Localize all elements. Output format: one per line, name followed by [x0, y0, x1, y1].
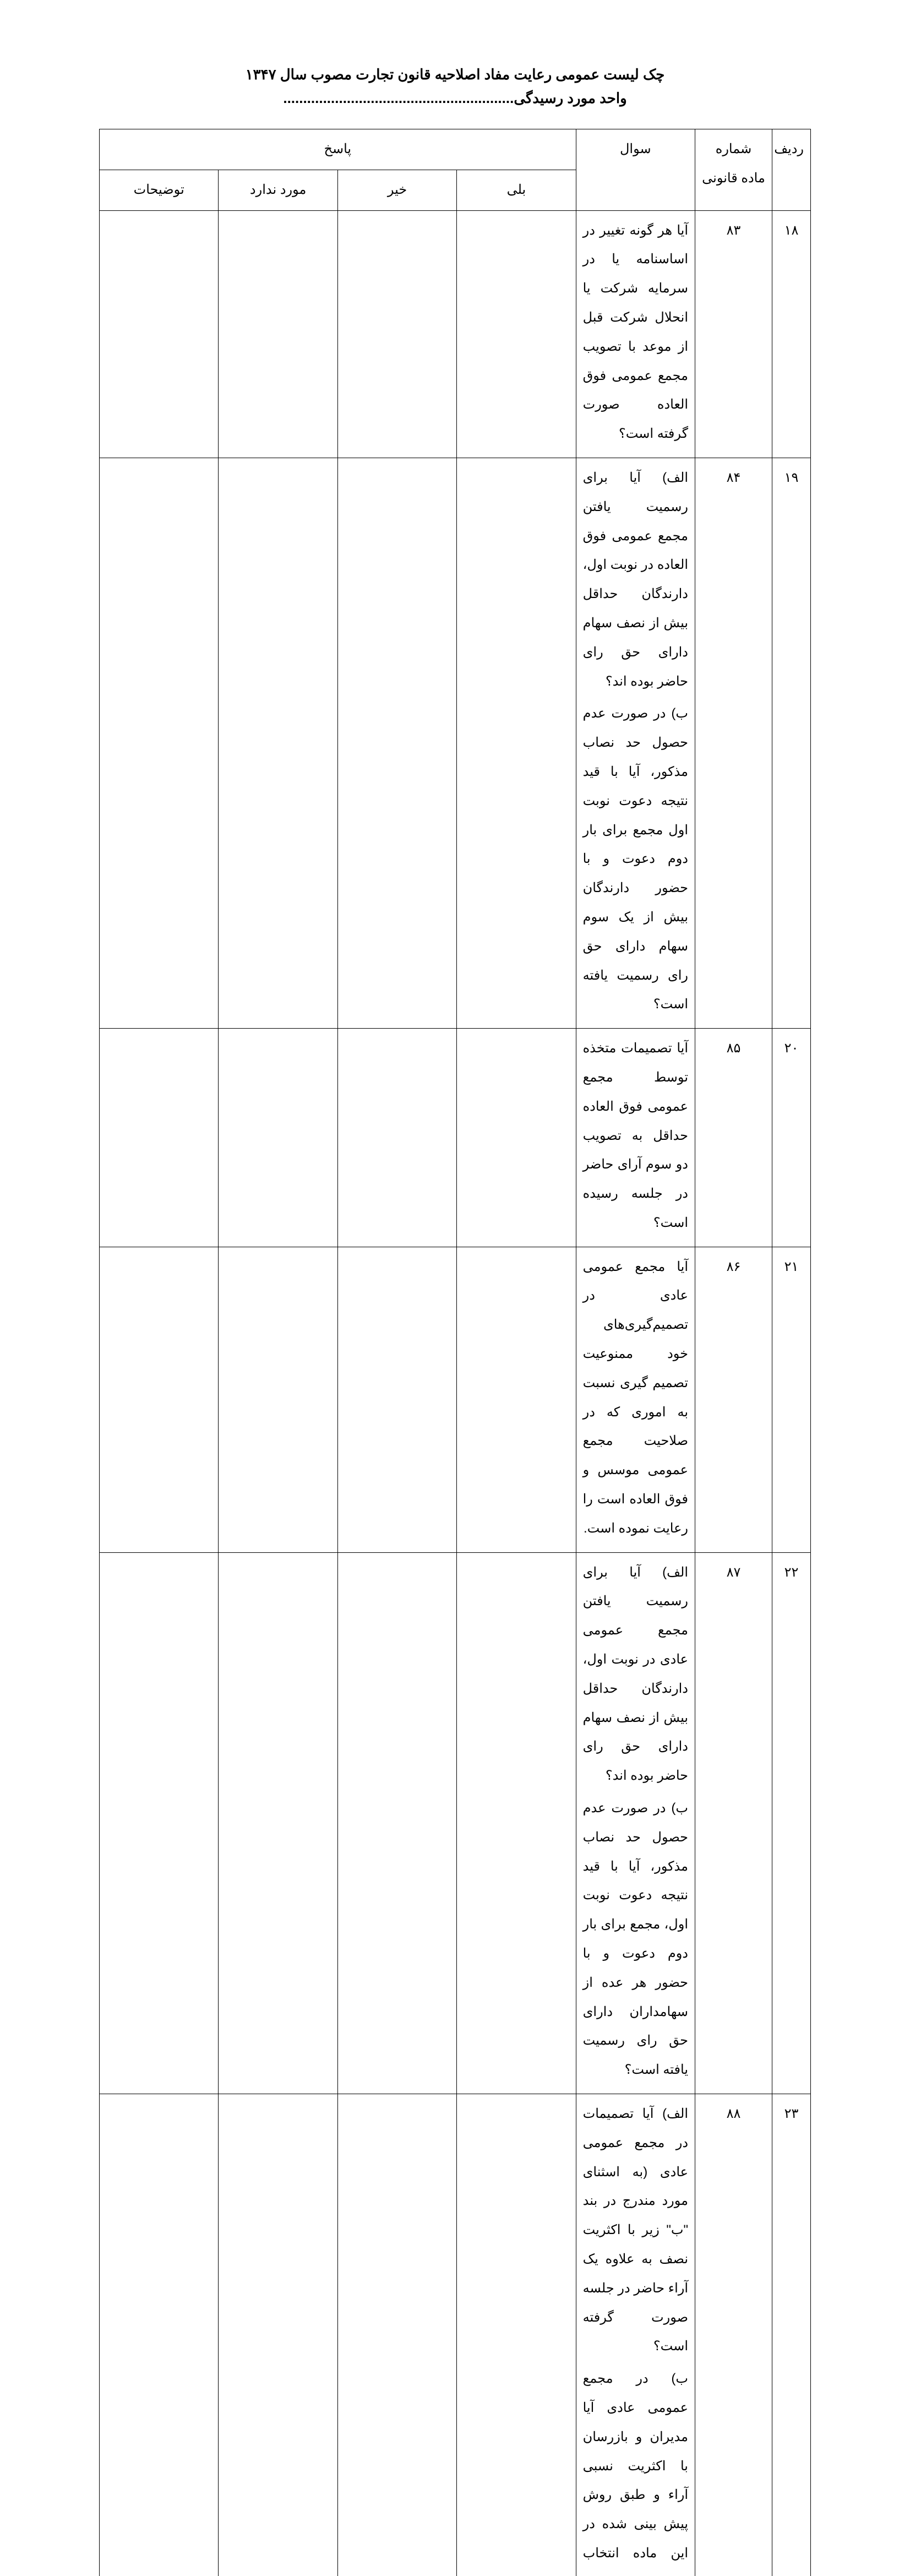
question-cell: الف) آیا تصمیمات در مجمع عمومی عادی (به …: [576, 2094, 695, 2576]
answer-no: [337, 458, 456, 1028]
answer-yes: [457, 458, 576, 1028]
article-number: ۸۴: [695, 458, 772, 1028]
answer-yes: [457, 1552, 576, 2094]
answer-no: [337, 1247, 456, 1552]
answer-na: [219, 458, 337, 1028]
row-number: ۲۲: [772, 1552, 811, 2094]
answer-na: [219, 1029, 337, 1247]
question-cell: آیا هر گونه تغییر در اساسنامه یا در سرما…: [576, 210, 695, 458]
question-cell: آیا تصمیمات متخذه توسط مجمع عمومی فوق ال…: [576, 1029, 695, 1247]
row-number: ۱۹: [772, 458, 811, 1028]
article-number: ۸۵: [695, 1029, 772, 1247]
page-subtitle: واحد مورد رسیدگی........................…: [99, 90, 811, 107]
header-yes: بلی: [457, 170, 576, 210]
answer-notes: [100, 210, 219, 458]
answer-na: [219, 210, 337, 458]
answer-notes: [100, 1029, 219, 1247]
row-number: ۲۰: [772, 1029, 811, 1247]
header-answer: پاسخ: [100, 129, 576, 170]
row-number: ۱۸: [772, 210, 811, 458]
question-text: آیا تصمیمات متخذه توسط مجمع عمومی فوق ال…: [583, 1034, 688, 1238]
page-title: چک لیست عمومی رعایت مفاد اصلاحیه قانون ت…: [99, 66, 811, 83]
answer-yes: [457, 1029, 576, 1247]
question-cell: الف) آیا برای رسمیت یافتن مجمع عمومی فوق…: [576, 458, 695, 1028]
answer-yes: [457, 1247, 576, 1552]
answer-notes: [100, 1552, 219, 2094]
article-number: ۸۳: [695, 210, 772, 458]
question-text: آیا هر گونه تغییر در اساسنامه یا در سرما…: [583, 216, 688, 449]
answer-na: [219, 2094, 337, 2576]
answer-notes: [100, 2094, 219, 2576]
question-text: الف) آیا تصمیمات در مجمع عمومی عادی (به …: [583, 2100, 688, 2361]
header-notes: توضیحات: [100, 170, 219, 210]
answer-notes: [100, 458, 219, 1028]
article-number: ۸۷: [695, 1552, 772, 2094]
row-number: ۲۱: [772, 1247, 811, 1552]
answer-yes: [457, 210, 576, 458]
answer-na: [219, 1247, 337, 1552]
header-question: سوال: [576, 129, 695, 211]
header-no: خیر: [337, 170, 456, 210]
article-number: ۸۸: [695, 2094, 772, 2576]
question-cell: آیا مجمع عمومی عادی در تصمیم‌گیری‌های خو…: [576, 1247, 695, 1552]
answer-no: [337, 210, 456, 458]
row-number: ۲۳: [772, 2094, 811, 2576]
answer-notes: [100, 1247, 219, 1552]
question-text: ب) در صورت عدم حصول حد نصاب مذکور، آیا ب…: [583, 1794, 688, 2085]
header-article: شماره ماده قانونی: [695, 129, 772, 211]
article-number: ۸۶: [695, 1247, 772, 1552]
question-text: آیا مجمع عمومی عادی در تصمیم‌گیری‌های خو…: [583, 1253, 688, 1544]
answer-no: [337, 1029, 456, 1247]
answer-no: [337, 2094, 456, 2576]
checklist-table: ردیف شماره ماده قانونی سوال پاسخ بلی خیر…: [99, 129, 811, 2576]
question-text: الف) آیا برای رسمیت یافتن مجمع عمومی فوق…: [583, 464, 688, 696]
answer-yes: [457, 2094, 576, 2576]
question-cell: الف) آیا برای رسمیت یافتن مجمع عمومی عاد…: [576, 1552, 695, 2094]
answer-no: [337, 1552, 456, 2094]
question-text: ب) در صورت عدم حصول حد نصاب مذکور، آیا ب…: [583, 699, 688, 1019]
header-na: مورد ندارد: [219, 170, 337, 210]
header-row: ردیف: [772, 129, 811, 211]
question-text: الف) آیا برای رسمیت یافتن مجمع عمومی عاد…: [583, 1558, 688, 1791]
answer-na: [219, 1552, 337, 2094]
question-text: ب) در مجمع عمومی عادی آیا مدیران و بازرس…: [583, 2365, 688, 2576]
